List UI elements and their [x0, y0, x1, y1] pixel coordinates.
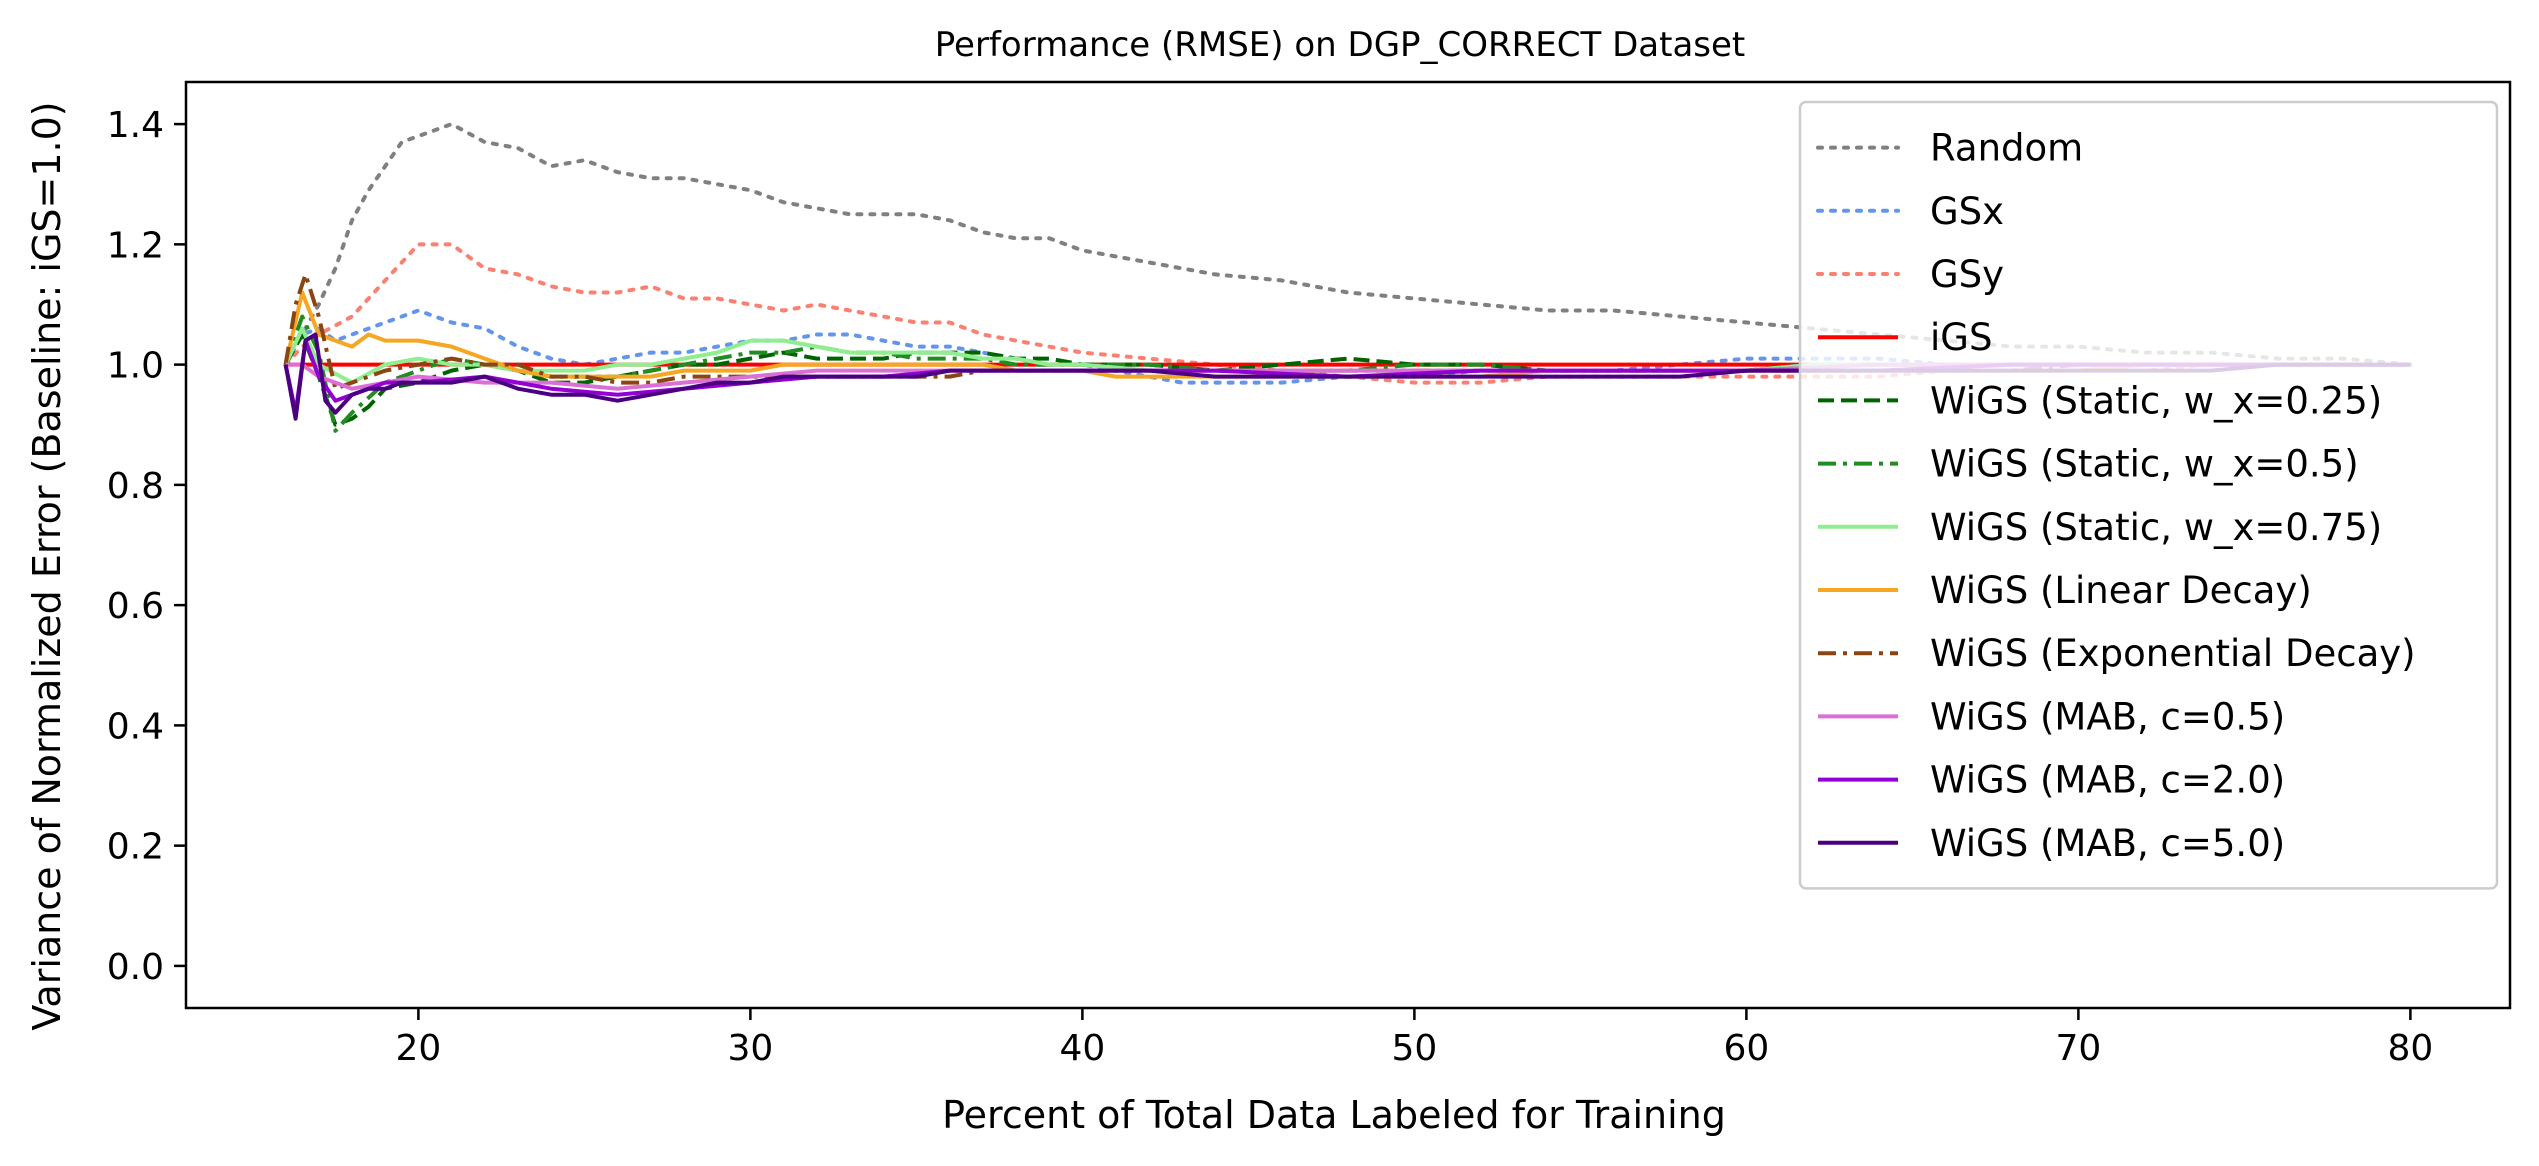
legend: Random GSx GSy iGS WiGS (Static, w_x=0.25) Wi… — [1798, 100, 2499, 890]
x-axis-label: Percent of Total Data Labeled for Traini… — [942, 1093, 1726, 1137]
legend-entry-11: WiGS (MAB, c=5.0) — [1930, 822, 2285, 865]
plot-frame — [184, 80, 2512, 1010]
legend-entry-6: WiGS (Static, w_x=0.75) — [1930, 506, 2382, 549]
y-tick-label-0: 0.0 — [107, 947, 164, 988]
x-tick-label-2: 40 — [1059, 1028, 1105, 1069]
legend-entry-3: iGS — [1930, 316, 1992, 359]
legend-box — [1798, 100, 2499, 890]
axes-layer: 20 30 40 50 60 70 80 0.0 0.2 0.4 0.6 0.8 1.0 1.2 1.4 — [107, 80, 2512, 1069]
y-tick-label-7: 1.4 — [107, 105, 164, 146]
legend-entry-10: WiGS (MAB, c=2.0) — [1930, 759, 2285, 802]
legend-entry-8: WiGS (Exponential Decay) — [1930, 632, 2416, 675]
x-tick-label-0: 20 — [395, 1028, 441, 1069]
series-line-2 — [283, 242, 2413, 385]
legend-entry-7: WiGS (Linear Decay) — [1930, 569, 2312, 612]
y-tick-label-4: 0.8 — [107, 466, 164, 507]
chart-title: Performance (RMSE) on DGP_CORRECT Datase… — [935, 25, 1746, 65]
y-axis-label: Variance of Normalized Error (Baseline: … — [25, 101, 69, 1030]
legend-entry-9: WiGS (MAB, c=0.5) — [1930, 695, 2285, 738]
x-tick-label-1: 30 — [727, 1028, 773, 1069]
y-tick-label-3: 0.6 — [107, 586, 164, 627]
x-tick-label-6: 80 — [2387, 1028, 2433, 1069]
y-tick-label-1: 0.2 — [107, 827, 164, 868]
y-tick-label-6: 1.2 — [107, 225, 164, 266]
legend-entry-1: GSx — [1930, 190, 2004, 233]
x-tick-label-5: 70 — [2055, 1028, 2101, 1069]
legend-entry-0: Random — [1930, 127, 2083, 170]
y-tick-label-5: 1.0 — [107, 346, 164, 387]
legend-entry-5: WiGS (Static, w_x=0.5) — [1930, 443, 2359, 486]
x-tick-label-3: 50 — [1391, 1028, 1437, 1069]
x-tick-label-4: 60 — [1723, 1028, 1769, 1069]
y-tick-label-2: 0.4 — [107, 706, 164, 747]
legend-entry-4: WiGS (Static, w_x=0.25) — [1930, 379, 2382, 422]
legend-entry-2: GSy — [1930, 253, 2004, 296]
